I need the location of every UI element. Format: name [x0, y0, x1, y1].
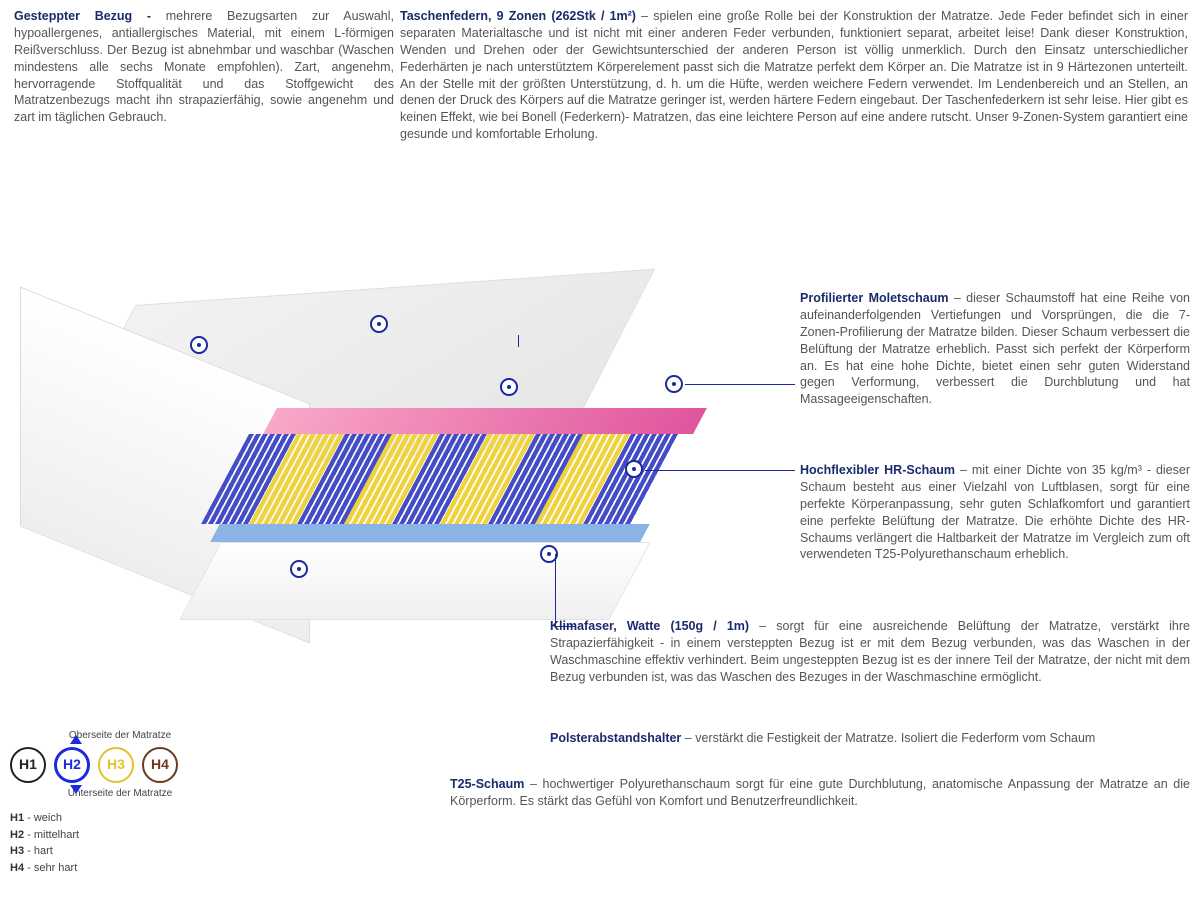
marker-hr — [625, 460, 643, 478]
marker-cover-top — [190, 336, 208, 354]
base-foam-layer — [210, 524, 650, 542]
leader-hr — [645, 470, 795, 471]
legend-circles-row: H1H2H3H4 — [10, 747, 230, 783]
molet-title: Profilierter Moletschaum — [800, 291, 948, 305]
marker-front — [290, 560, 308, 578]
klima-title: Klimafaser, Watte (150g / 1m) — [550, 619, 749, 633]
cover-title: Gesteppter Bezug - — [14, 9, 151, 23]
cover-description: Gesteppter Bezug - mehrere Bezugsarten z… — [14, 8, 394, 126]
leader-klima-v — [555, 554, 556, 626]
polster-text: – verstärkt die Festigkeit der Matratze.… — [685, 731, 1096, 745]
t25-title: T25-Schaum — [450, 777, 524, 791]
molet-foam-layer — [263, 408, 707, 434]
springs-text: – spielen eine große Rolle bei der Konst… — [400, 9, 1188, 141]
legend-item-h3: H3 - hart — [10, 843, 230, 860]
marker-molet — [665, 375, 683, 393]
molet-callout: Profilierter Moletschaum – dieser Schaum… — [800, 290, 1190, 408]
polster-title: Polsterabstandshalter — [550, 731, 681, 745]
legend-item-h4: H4 - sehr hart — [10, 860, 230, 877]
molet-text: – dieser Schaumstoff hat eine Reihe von … — [800, 291, 1190, 406]
legend-arrow-down-icon — [70, 785, 82, 794]
mattress-diagram: Profilierter Moletschaum – dieser Schaum… — [0, 190, 1200, 750]
springs-title: Taschenfedern, 9 Zonen (262Stk / 1m²) — [400, 9, 636, 23]
legend-item-h2: H2 - mittelhart — [10, 827, 230, 844]
hr-text: – mit einer Dichte von 35 kg/m³ - dieser… — [800, 463, 1190, 561]
marker-cover-inner — [370, 315, 388, 333]
cover-text: mehrere Bezugsarten zur Auswahl, hypoall… — [14, 9, 394, 124]
legend-item-h1: H1 - weich — [10, 810, 230, 827]
marker-foam-pink — [500, 378, 518, 396]
pocket-springs-layer — [201, 434, 679, 524]
hardness-circle-h4: H4 — [142, 747, 178, 783]
legend-arrow-up-icon — [70, 735, 82, 744]
leader-springs-v — [518, 335, 519, 347]
hr-title: Hochflexibler HR-Schaum — [800, 463, 955, 477]
cover-front-layer — [179, 542, 650, 620]
hardness-circle-h1: H1 — [10, 747, 46, 783]
t25-text: – hochwertiger Polyurethanschaum sorgt f… — [450, 777, 1190, 808]
springs-description: Taschenfedern, 9 Zonen (262Stk / 1m²) – … — [400, 8, 1188, 143]
legend-top-caption: Oberseite der Matratze — [10, 729, 230, 743]
leader-molet — [685, 384, 795, 385]
hardness-legend: Oberseite der Matratze H1H2H3H4 Untersei… — [10, 727, 230, 876]
legend-list: H1 - weichH2 - mittelhartH3 - hartH4 - s… — [10, 810, 230, 876]
hardness-circle-h2: H2 — [54, 747, 90, 783]
t25-callout: T25-Schaum – hochwertiger Polyurethansch… — [450, 776, 1190, 810]
polster-callout: Polsterabstandshalter – verstärkt die Fe… — [550, 730, 1190, 747]
mattress-illustration — [30, 250, 790, 670]
hardness-circle-h3: H3 — [98, 747, 134, 783]
klima-callout: Klimafaser, Watte (150g / 1m) – sorgt fü… — [550, 618, 1190, 686]
legend-bottom-caption: Unterseite der Matratze — [10, 787, 230, 801]
hr-callout: Hochflexibler HR-Schaum – mit einer Dich… — [800, 462, 1190, 563]
